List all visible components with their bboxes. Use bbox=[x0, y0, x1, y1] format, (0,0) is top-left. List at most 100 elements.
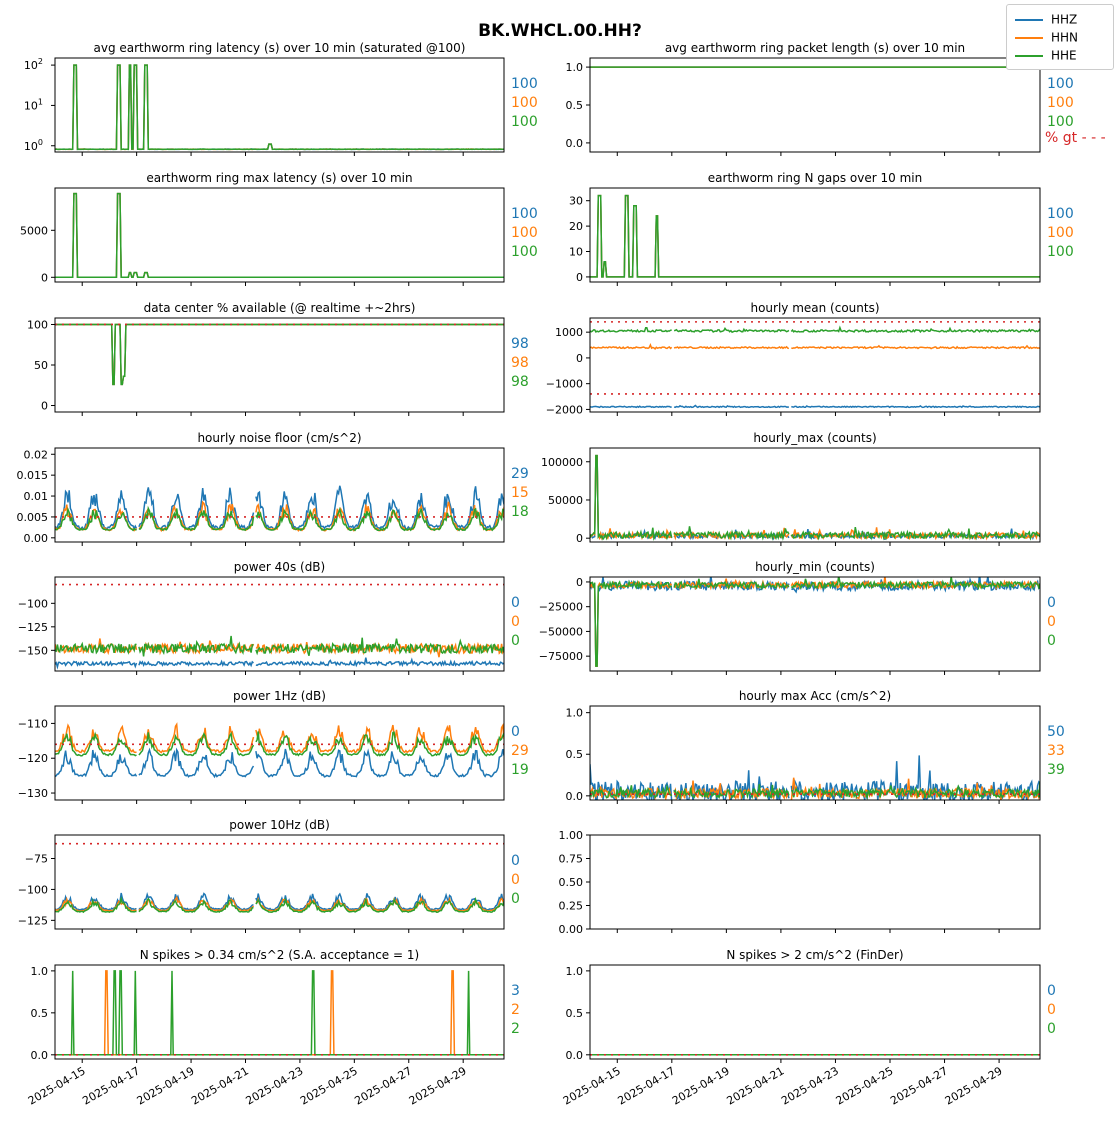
legend-swatch-hhz bbox=[1015, 19, 1043, 21]
legend: HHZ HHN HHE bbox=[1006, 4, 1114, 70]
series-line-hhz bbox=[590, 406, 1040, 408]
stat-label-hhe: 0 bbox=[511, 891, 520, 907]
stat-label-hhz: 100 bbox=[511, 206, 538, 222]
stat-label-hhz: 0 bbox=[511, 595, 520, 611]
ytick-label: −150 bbox=[18, 644, 48, 657]
stat-label-hhe: 100 bbox=[1047, 114, 1074, 130]
stat-label-hhn: 100 bbox=[511, 95, 538, 111]
stat-label-hhe: 0 bbox=[1047, 1021, 1056, 1037]
axes-frame bbox=[55, 58, 504, 152]
ytick-label: 0.50 bbox=[559, 876, 584, 889]
ytick-label: 0.01 bbox=[24, 490, 49, 503]
series-line-hhe bbox=[590, 196, 1040, 277]
stat-label-hhz: 29 bbox=[511, 466, 529, 482]
stat-label-hhe: 39 bbox=[1047, 762, 1065, 778]
legend-label-hhz: HHZ bbox=[1051, 13, 1077, 27]
ytick-label: 20 bbox=[569, 220, 583, 233]
xtick-label: 2025-04-29 bbox=[943, 1064, 1005, 1107]
series-line-hhe bbox=[590, 576, 1040, 666]
plot-area bbox=[55, 971, 504, 1055]
series-line-hhz bbox=[55, 749, 504, 777]
stat-label-hhz: 0 bbox=[511, 853, 520, 869]
plot-area bbox=[55, 324, 504, 384]
series-line-hhe bbox=[55, 194, 504, 278]
ytick-label: 0 bbox=[41, 400, 48, 413]
series-line-hhn bbox=[55, 194, 504, 278]
subplot-1: avg earthworm ring latency (s) over 10 m… bbox=[24, 41, 538, 156]
subplot-title: hourly max Acc (cm/s^2) bbox=[739, 689, 891, 703]
ytick-label: 0.5 bbox=[31, 1007, 49, 1020]
xtick-label: 2025-04-19 bbox=[135, 1064, 197, 1107]
axes-frame bbox=[590, 58, 1040, 152]
ytick-label: 0.25 bbox=[559, 900, 584, 913]
stat-label-hhe: 100 bbox=[1047, 244, 1074, 260]
ytick-label: 102 bbox=[24, 57, 43, 72]
subplot-16: N spikes > 2 cm/s^2 (FinDer)0.00.51.0202… bbox=[561, 948, 1056, 1108]
series-line-hhn bbox=[590, 456, 1040, 539]
plot-area bbox=[55, 585, 504, 667]
subplot-3: earthworm ring max latency (s) over 10 m… bbox=[20, 171, 538, 286]
ytick-label: 0 bbox=[576, 352, 583, 365]
xtick-label: 2025-04-23 bbox=[779, 1064, 841, 1107]
ytick-label: 0 bbox=[576, 576, 583, 589]
stat-label-hhz: 50 bbox=[1047, 724, 1065, 740]
ytick-label: −100 bbox=[18, 597, 48, 610]
xtick-label: 2025-04-27 bbox=[352, 1064, 414, 1107]
legend-entry-hhn: HHN bbox=[1015, 28, 1078, 46]
subplot-title: N spikes > 0.34 cm/s^2 (S.A. acceptance … bbox=[140, 948, 419, 962]
figure-title: BK.WHCL.00.HH? bbox=[478, 21, 642, 41]
subplot-5: data center % available (@ realtime +~2h… bbox=[27, 301, 529, 416]
ytick-label: 0.5 bbox=[566, 1007, 584, 1020]
plot-area bbox=[590, 456, 1040, 540]
xtick-label: 2025-04-17 bbox=[80, 1064, 142, 1107]
legend-entry-hhz: HHZ bbox=[1015, 10, 1077, 28]
legend-label-hhe: HHE bbox=[1051, 49, 1077, 63]
axes-frame bbox=[590, 577, 1040, 671]
ytick-label: 0.5 bbox=[566, 99, 584, 112]
subplot-title: power 1Hz (dB) bbox=[233, 689, 326, 703]
subplot-title: earthworm ring max latency (s) over 10 m… bbox=[146, 171, 412, 185]
series-line-hhe bbox=[55, 325, 504, 385]
ytick-label: 0.02 bbox=[24, 448, 49, 461]
stat-label-hhn: 29 bbox=[511, 743, 529, 759]
plot-area bbox=[55, 724, 504, 776]
plot-area bbox=[590, 196, 1040, 277]
series-line-hhz bbox=[590, 755, 1040, 811]
ytick-label: 5000 bbox=[20, 224, 48, 237]
subplot-title: earthworm ring N gaps over 10 min bbox=[708, 171, 922, 185]
stat-label-hhe: 2 bbox=[511, 1021, 520, 1037]
ytick-label: 0.75 bbox=[559, 853, 584, 866]
stat-label-hhe: 0 bbox=[511, 633, 520, 649]
stat-label-hhn: 0 bbox=[511, 614, 520, 630]
stat-label-hhe: 98 bbox=[511, 374, 529, 390]
subplot-title: power 40s (dB) bbox=[234, 560, 325, 574]
subplot-title: avg earthworm ring latency (s) over 10 m… bbox=[94, 41, 466, 55]
stat-label-hhz: 3 bbox=[511, 983, 520, 999]
series-line-hhe bbox=[590, 456, 1040, 539]
ytick-label: 0.0 bbox=[566, 1049, 584, 1062]
ytick-label: 0.00 bbox=[559, 923, 584, 936]
stat-label-hhz: 0 bbox=[511, 724, 520, 740]
ytick-label: 0.0 bbox=[566, 790, 584, 803]
stat-label-hhn: 0 bbox=[1047, 1002, 1056, 1018]
ytick-label: 1000 bbox=[555, 326, 583, 339]
legend-swatch-hhn bbox=[1015, 37, 1043, 39]
series-line-hhz bbox=[55, 658, 504, 667]
plot-area bbox=[590, 755, 1040, 811]
ytick-label: 30 bbox=[569, 195, 583, 208]
ytick-label: −110 bbox=[18, 717, 48, 730]
ytick-label: −1000 bbox=[546, 378, 583, 391]
ytick-label: −75000 bbox=[539, 650, 583, 663]
ytick-label: 0.00 bbox=[24, 532, 49, 545]
ytick-label: 50 bbox=[34, 359, 48, 372]
stat-label-hhz: 100 bbox=[1047, 206, 1074, 222]
axes-frame bbox=[590, 965, 1040, 1059]
subplot-4: earthworm ring N gaps over 10 min0102030… bbox=[569, 171, 1074, 286]
ytick-label: 100000 bbox=[541, 456, 583, 469]
series-line-hhz bbox=[55, 325, 504, 385]
xtick-label: 2025-04-15 bbox=[561, 1064, 623, 1107]
